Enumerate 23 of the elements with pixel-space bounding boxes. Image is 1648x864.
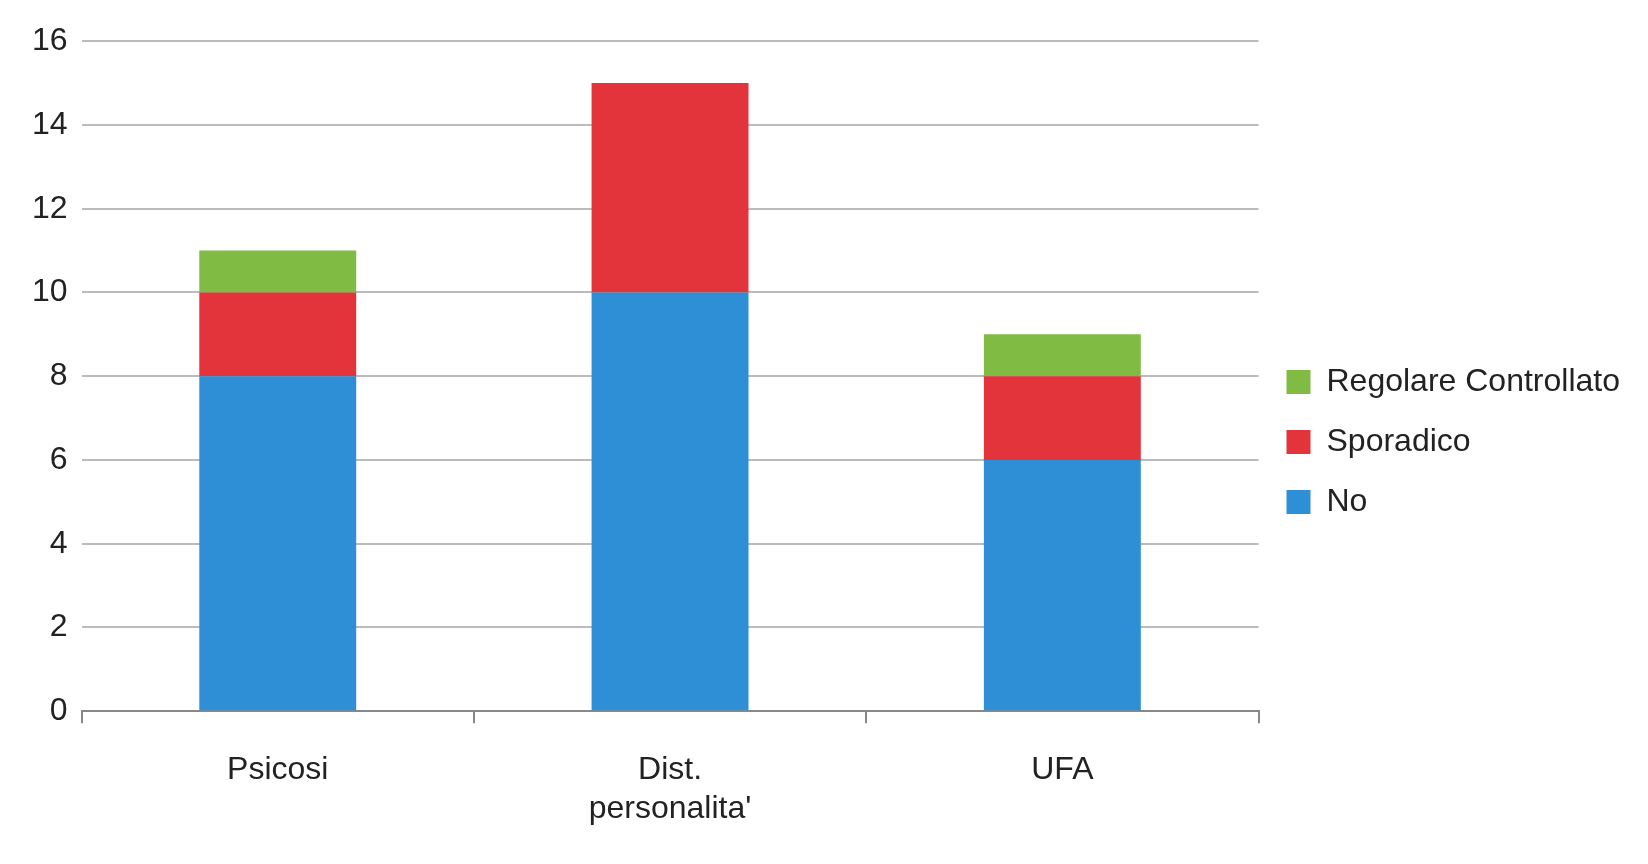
legend-label: Sporadico xyxy=(1326,421,1471,458)
bar xyxy=(983,334,1141,377)
bar xyxy=(983,459,1141,711)
legend-label: No xyxy=(1326,481,1368,518)
bar xyxy=(983,376,1141,460)
y-tick-label: 4 xyxy=(49,523,68,560)
x-tick-label: Dist. personalita' xyxy=(588,750,752,825)
bar xyxy=(199,292,357,377)
y-tick-label: 2 xyxy=(49,607,68,644)
y-tick-label: 10 xyxy=(32,272,68,309)
x-tick-label: Psicosi xyxy=(227,750,329,787)
bar xyxy=(199,376,357,711)
bar xyxy=(591,83,749,293)
y-tick-label: 0 xyxy=(49,691,68,728)
x-tick-label: UFA xyxy=(1031,750,1095,787)
y-tick-label: 8 xyxy=(49,356,68,393)
y-tick-label: 14 xyxy=(32,104,68,141)
legend-label: Regolare Controllato xyxy=(1326,361,1620,398)
y-tick-label: 16 xyxy=(32,21,68,58)
y-tick-label: 12 xyxy=(32,188,68,225)
bar xyxy=(199,250,357,293)
y-tick-label: 6 xyxy=(49,439,68,476)
bar xyxy=(591,292,749,711)
